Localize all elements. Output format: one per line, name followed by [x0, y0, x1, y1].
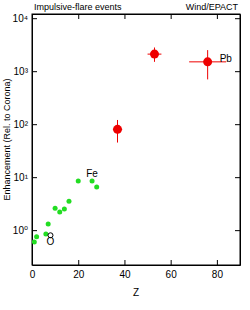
- tick-mark: [217, 14, 218, 19]
- tick-mark: [235, 18, 240, 19]
- tick-mark: [32, 230, 37, 231]
- tick: [171, 14, 172, 19]
- point: [62, 207, 67, 212]
- tick: [235, 124, 240, 125]
- tick: 10⁰: [13, 225, 37, 236]
- tick-mark: [235, 230, 240, 231]
- series: [113, 47, 226, 142]
- point: [113, 125, 122, 134]
- annotation: Fe: [86, 168, 98, 179]
- tick-label: 0: [30, 269, 36, 280]
- tick-label: 40: [119, 269, 131, 280]
- tick: 60: [166, 260, 178, 280]
- point: [76, 178, 81, 183]
- tick-mark: [32, 177, 37, 178]
- tick: [124, 14, 125, 19]
- annotation: Pb: [220, 53, 233, 64]
- tick: [78, 14, 79, 19]
- point: [53, 206, 58, 211]
- tick: [235, 230, 240, 231]
- point: [66, 199, 71, 204]
- tick: 20: [73, 260, 85, 280]
- tick-label: 10³: [14, 66, 29, 77]
- tick: 10³: [14, 66, 37, 77]
- tick-label: 10²: [14, 119, 29, 130]
- tick-mark: [32, 124, 37, 125]
- tick: 40: [119, 260, 131, 280]
- tick: 10¹: [14, 172, 37, 183]
- point: [34, 234, 39, 239]
- tick-mark: [235, 124, 240, 125]
- axis-line: [33, 265, 241, 266]
- tick-label: 80: [212, 269, 224, 280]
- point: [203, 57, 212, 66]
- point: [94, 185, 99, 190]
- plot-frame: [32, 14, 240, 265]
- tick-label: 60: [166, 269, 178, 280]
- point: [150, 50, 159, 59]
- axis-line: [240, 15, 241, 266]
- tick-mark: [171, 14, 172, 19]
- tick-mark: [78, 260, 79, 265]
- point: [32, 239, 37, 244]
- title: Impulsive-flare events: [34, 2, 122, 12]
- tick-label: 20: [73, 269, 85, 280]
- y-axis-title: Enhancement (Rel. to Corona): [2, 78, 12, 200]
- tick-mark: [32, 71, 37, 72]
- tick: [235, 18, 240, 19]
- yticks-axis: [235, 15, 241, 266]
- tick: [235, 71, 240, 72]
- axis-line: [33, 14, 241, 15]
- tick-label: 10⁰: [13, 225, 28, 236]
- subtitle: Wind/EPACT: [186, 2, 239, 12]
- chart: 0 20 40 60 80 10⁰ 10¹ 10² 10³ 10⁴ Fe O Pb Impulsive-f…: [0, 0, 250, 310]
- point: [90, 178, 95, 183]
- point: [57, 210, 62, 215]
- annotation: O: [47, 236, 55, 247]
- tick-mark: [124, 260, 125, 265]
- tick: 80: [212, 260, 224, 280]
- tick-label: 10¹: [14, 172, 29, 183]
- axis-line: [32, 15, 33, 266]
- tick: 10⁴: [13, 13, 37, 24]
- tick-mark: [217, 260, 218, 265]
- tick-mark: [171, 260, 172, 265]
- tick: [235, 177, 240, 178]
- yticks-axis: 10⁰ 10¹ 10² 10³ 10⁴: [13, 13, 37, 266]
- tick: 10²: [14, 119, 37, 130]
- tick-mark: [235, 71, 240, 72]
- tick-mark: [124, 14, 125, 19]
- tick: [217, 14, 218, 19]
- tick-mark: [32, 18, 37, 19]
- series: [32, 178, 99, 244]
- point: [46, 222, 51, 227]
- tick-mark: [78, 14, 79, 19]
- plot-area: [32, 47, 226, 244]
- xticks-axis: 0 20 40 60 80: [30, 260, 241, 280]
- tick-mark: [235, 177, 240, 178]
- tick-label: 10⁴: [13, 13, 28, 24]
- x-axis-title: Z: [133, 287, 139, 298]
- xticks-axis: [33, 14, 241, 19]
